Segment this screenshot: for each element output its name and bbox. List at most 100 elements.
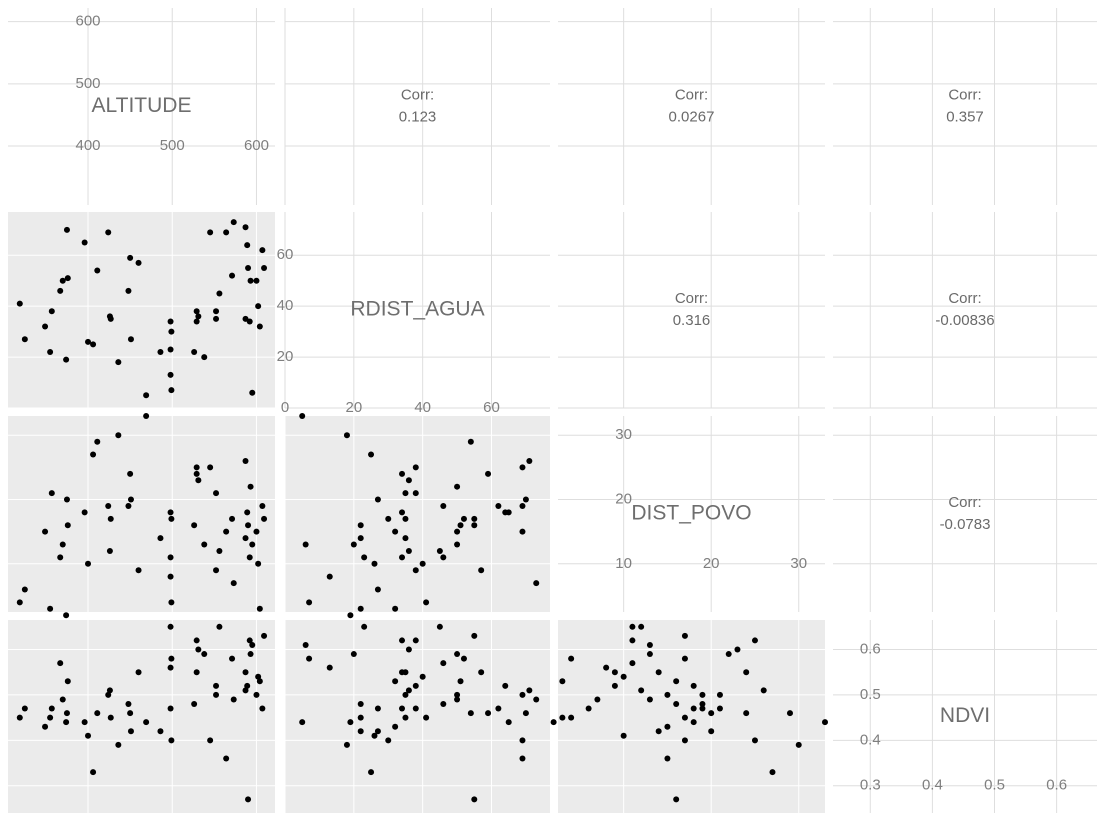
point: [107, 515, 114, 522]
point: [230, 219, 237, 226]
point: [568, 714, 575, 721]
panel-background: [833, 620, 1097, 813]
point: [402, 669, 409, 676]
point: [105, 502, 112, 509]
point: [467, 438, 474, 445]
point: [505, 719, 512, 726]
point: [193, 637, 200, 644]
point: [48, 705, 55, 712]
point: [361, 554, 368, 561]
point: [16, 714, 23, 721]
point: [399, 705, 406, 712]
point: [244, 682, 251, 689]
point: [223, 755, 230, 762]
point: [522, 496, 529, 503]
panel-background: [8, 8, 275, 205]
point: [603, 664, 610, 671]
point: [673, 701, 680, 708]
point: [419, 560, 426, 567]
point: [81, 509, 88, 516]
point: [42, 723, 49, 730]
point: [681, 714, 688, 721]
point: [245, 522, 252, 529]
point: [646, 696, 653, 703]
point: [471, 515, 478, 522]
point: [357, 728, 364, 735]
point: [167, 346, 174, 353]
variable-label: NDVI: [940, 704, 990, 727]
point: [585, 705, 592, 712]
point: [256, 605, 263, 612]
point: [115, 432, 122, 439]
point: [223, 528, 230, 535]
point: [495, 705, 502, 712]
point: [94, 438, 101, 445]
variable-label: DIST_POVO: [631, 502, 751, 525]
point: [16, 300, 23, 307]
point: [63, 356, 70, 363]
x-tick-label: 60: [483, 399, 500, 416]
point: [681, 737, 688, 744]
point: [454, 691, 461, 698]
point: [467, 710, 474, 717]
point: [57, 660, 64, 667]
point: [454, 651, 461, 658]
point: [167, 664, 174, 671]
point: [47, 605, 54, 612]
point: [244, 242, 251, 249]
point: [242, 669, 249, 676]
point: [21, 586, 28, 593]
point: [90, 769, 97, 776]
point: [559, 714, 566, 721]
point: [195, 477, 202, 484]
point: [193, 464, 200, 471]
point: [357, 714, 364, 721]
point: [249, 389, 256, 396]
corr-label: Corr:: [948, 494, 981, 511]
point: [193, 318, 200, 325]
corr-label: Corr:: [948, 86, 981, 103]
point: [299, 719, 306, 726]
point: [347, 612, 354, 619]
point: [216, 547, 223, 554]
point: [629, 660, 636, 667]
point: [115, 359, 122, 366]
x-tick-label: 10: [615, 555, 632, 572]
point: [664, 755, 671, 762]
point: [673, 678, 680, 685]
point: [374, 586, 381, 593]
x-tick-label: 400: [76, 137, 101, 154]
point: [550, 719, 557, 726]
point: [350, 541, 357, 548]
corr-value: 0.0267: [669, 108, 715, 125]
point: [716, 691, 723, 698]
point: [385, 737, 392, 744]
point: [385, 515, 392, 522]
point: [168, 387, 175, 394]
point: [106, 547, 113, 554]
variable-label: ALTITUDE: [92, 94, 192, 117]
point: [168, 328, 175, 335]
point: [94, 710, 101, 717]
y-tick-label: 0.6: [860, 640, 881, 657]
point: [230, 580, 237, 587]
point: [673, 796, 680, 803]
point: [255, 303, 262, 310]
y-tick-label: 20: [615, 491, 632, 508]
point: [135, 669, 142, 676]
point: [127, 470, 134, 477]
x-tick-label: 0.3: [860, 777, 881, 794]
point: [412, 464, 419, 471]
point: [690, 705, 697, 712]
point: [90, 451, 97, 458]
point: [249, 541, 256, 548]
point: [105, 229, 112, 236]
point: [526, 687, 533, 694]
point: [690, 682, 697, 689]
point: [42, 528, 49, 535]
point: [760, 687, 767, 694]
point: [629, 623, 636, 630]
point: [246, 554, 253, 561]
point: [115, 741, 122, 748]
